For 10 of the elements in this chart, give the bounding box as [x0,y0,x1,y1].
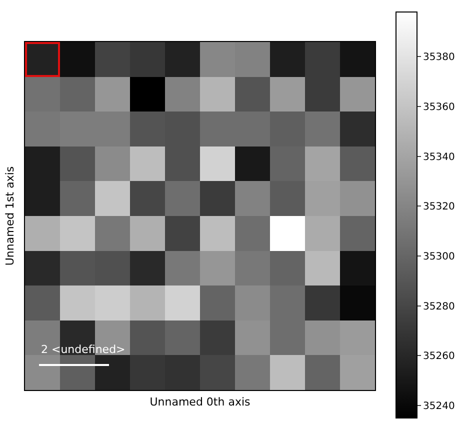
color-bar-label: 35320 [423,202,455,213]
x-axis-title: Unnamed 0th axis [150,395,251,408]
color-bar-label: 35260 [423,351,455,362]
y-axis-title: Unnamed 1st axis [3,166,16,266]
color-bar-label: 35340 [423,152,455,163]
color-bar-label: 35300 [423,251,455,262]
color-bar-label: 35380 [423,52,455,64]
color-bar-label: 35280 [423,301,455,312]
color-bar-label: 35240 [423,400,455,412]
color-bar-label: 35360 [423,102,455,113]
